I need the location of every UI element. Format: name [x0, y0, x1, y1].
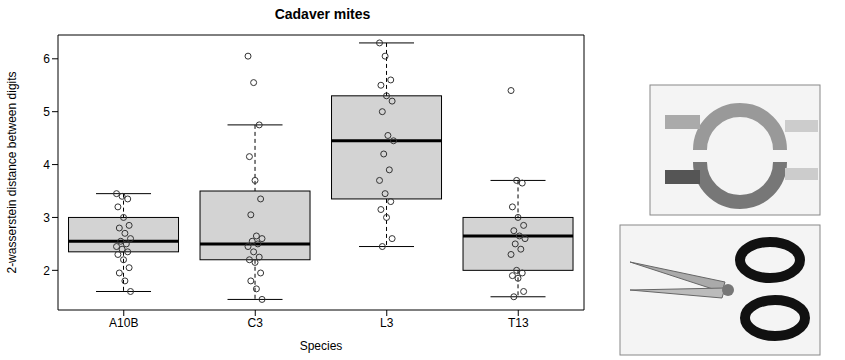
svg-text:C3: C3 — [248, 316, 264, 330]
svg-text:Species: Species — [300, 339, 343, 353]
svg-text:3: 3 — [43, 211, 50, 225]
html-text:Cadaver mites: Cadaver mites — [274, 6, 371, 22]
svg-text:5: 5 — [43, 105, 50, 119]
svg-text:L3: L3 — [380, 316, 394, 330]
svg-text:2-wasserstein distance between: 2-wasserstein distance between digits — [5, 71, 19, 273]
svg-text:4: 4 — [43, 158, 50, 172]
svg-text:A10B: A10B — [109, 316, 138, 330]
svg-text:6: 6 — [43, 52, 50, 66]
svg-text:2: 2 — [43, 264, 50, 278]
svg-text:T13: T13 — [508, 316, 529, 330]
